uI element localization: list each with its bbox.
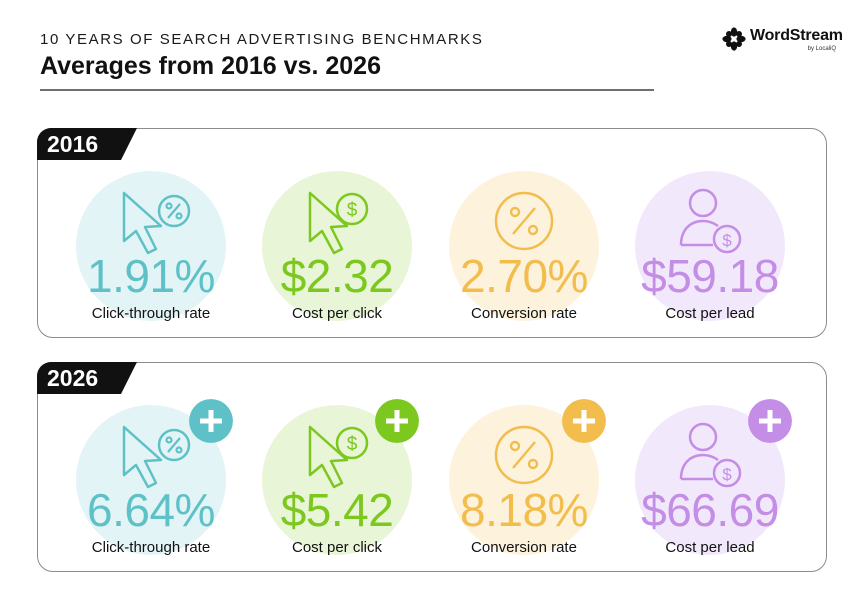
svg-text:$: $ [347, 434, 358, 455]
plus-icon [562, 399, 606, 443]
logo: WordStream by LocaliQ [722, 26, 843, 54]
metric-label: Conversion rate [471, 539, 577, 556]
metric-label: Cost per click [291, 539, 383, 556]
page-title: Averages from 2016 vs. 2026 [40, 52, 381, 80]
metric-value: 2.70% [460, 250, 588, 302]
metric-conversion: 8.18% Conversion rate [434, 399, 614, 605]
metric-conversion: 2.70% Conversion rate [434, 171, 614, 371]
metric-value: $66.69 [641, 484, 779, 536]
plus-icon [748, 399, 792, 443]
year-tab: 2016 [37, 128, 121, 160]
panel-2026: 2026 6.64% Click-through rate [37, 362, 827, 572]
metric-ctr: 6.64% Click-through rate [61, 399, 241, 605]
logo-wordmark: WordStream [750, 27, 843, 44]
metric-ctr: 1.91% Click-through rate [61, 171, 241, 371]
metric-value: $59.18 [641, 250, 779, 302]
metric-value: 8.18% [460, 484, 588, 536]
metric-circle [262, 171, 412, 321]
person-dollar-icon: $ [679, 422, 742, 488]
metric-label: Click-through rate [91, 539, 211, 556]
metric-cpl: $ $66.69 Cost per lead [620, 399, 800, 605]
metric-label: Cost per lead [665, 305, 755, 322]
title-divider [40, 89, 654, 91]
metric-value: $2.32 [280, 250, 394, 302]
metric-label: Cost per click [291, 305, 383, 322]
metric-label: Conversion rate [471, 305, 577, 322]
cursor-dollar-icon: $ [308, 191, 369, 255]
metric-label: Click-through rate [91, 305, 211, 322]
year-tab-notch [121, 362, 137, 394]
metric-cpc: $ $2.32 Cost per click [247, 171, 427, 371]
svg-text:$: $ [347, 200, 358, 221]
plus-icon [189, 399, 233, 443]
metric-cpl: $ $59.18 Cost per lead [620, 171, 800, 371]
svg-text:$: $ [722, 231, 732, 250]
year-tab: 2026 [37, 362, 121, 394]
metric-label: Cost per lead [665, 539, 755, 556]
cursor-percent-icon [122, 191, 191, 255]
wordstream-logo-icon [722, 27, 746, 51]
metric-cpc: $ $5.42 Cost per click [247, 399, 427, 605]
year-tab-notch [121, 128, 137, 160]
metric-circle [449, 171, 599, 321]
logo-subtext: by LocaliQ [807, 46, 836, 52]
cursor-dollar-icon: $ [308, 425, 369, 489]
plus-icon [375, 399, 419, 443]
person-dollar-icon: $ [679, 188, 742, 254]
eyebrow-heading: 10 YEARS OF SEARCH ADVERTISING BENCHMARK… [40, 31, 484, 48]
metric-circle [76, 171, 226, 321]
svg-text:$: $ [722, 465, 732, 484]
metric-value: 6.64% [87, 484, 215, 536]
metric-value: 1.91% [87, 250, 215, 302]
panel-2016: 2016 1.91% Click-through rate $ $ [37, 128, 827, 338]
percent-circle-icon [494, 425, 554, 485]
metric-value: $5.42 [280, 484, 394, 536]
percent-circle-icon [494, 191, 554, 251]
cursor-percent-icon [122, 425, 191, 489]
